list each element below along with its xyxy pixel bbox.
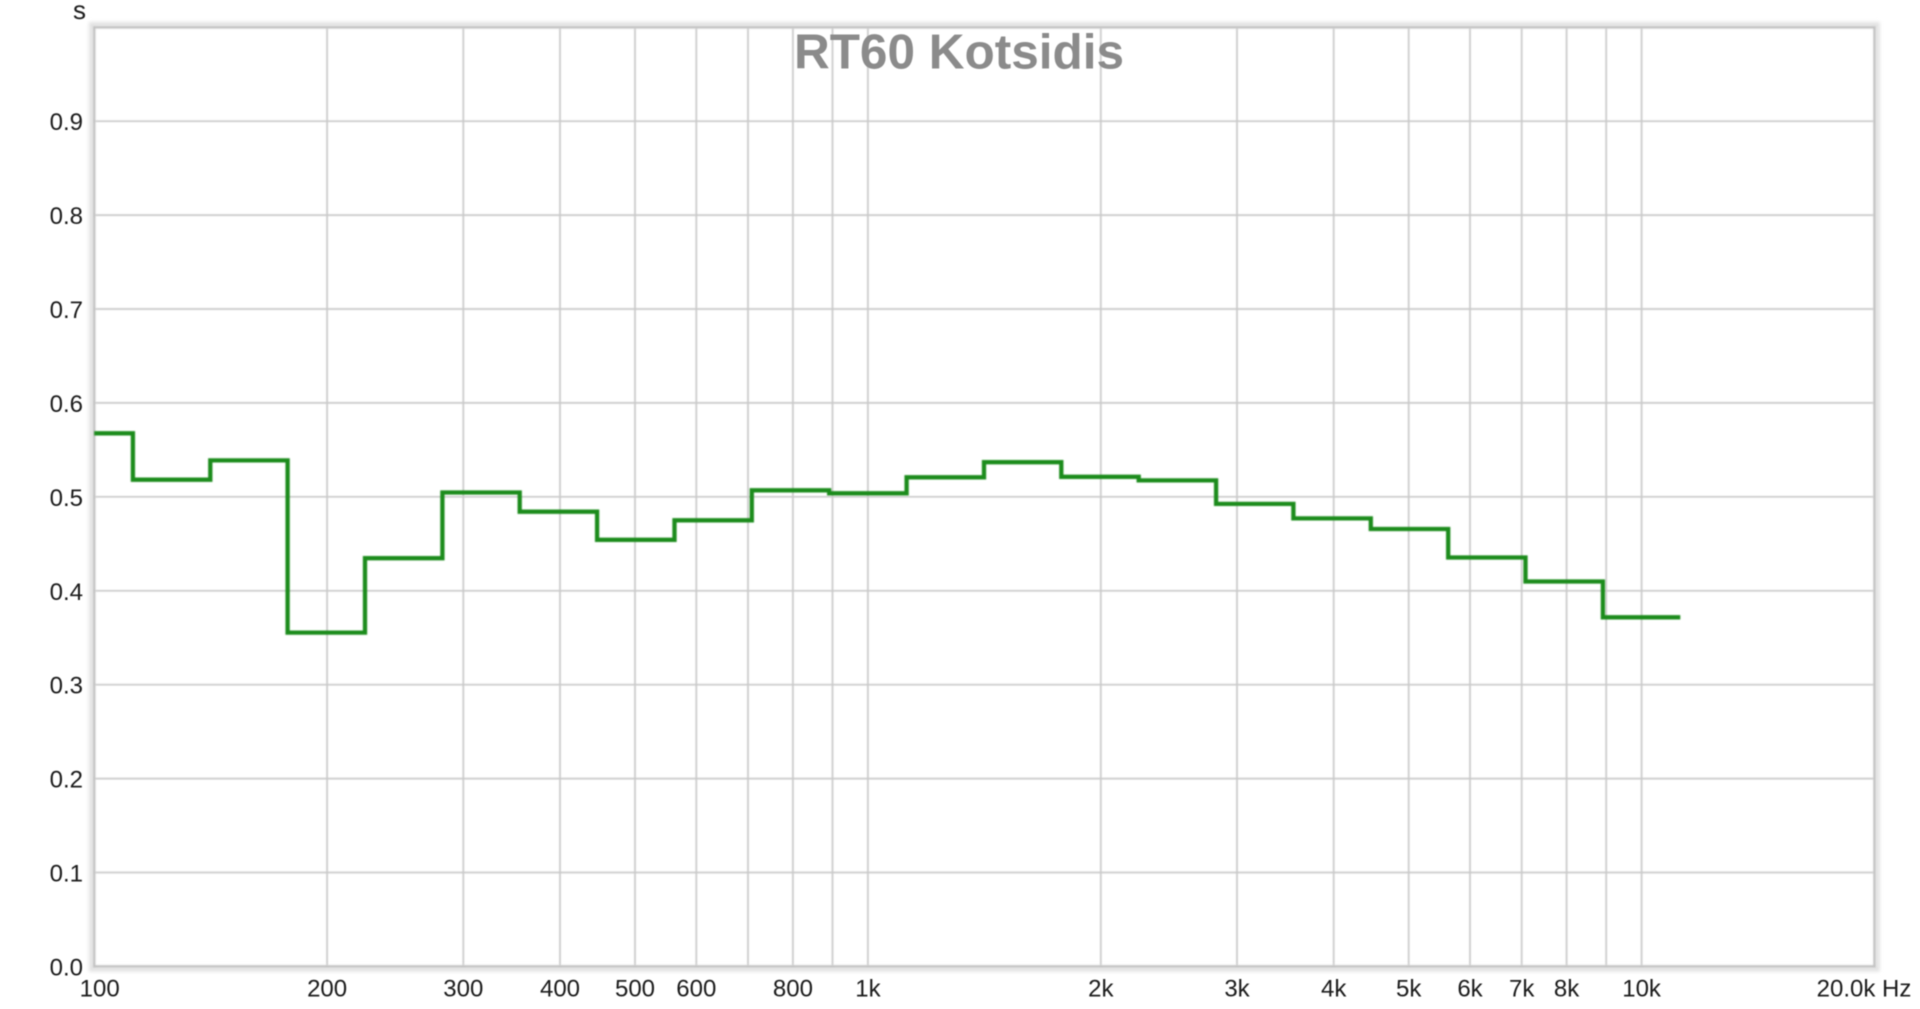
svg-text:7k: 7k [1509, 976, 1535, 1003]
svg-text:RT60 Kotsidis: RT60 Kotsidis [794, 25, 1124, 80]
svg-text:0.7: 0.7 [50, 297, 83, 324]
svg-text:3k: 3k [1224, 976, 1250, 1003]
svg-text:0.6: 0.6 [50, 391, 83, 418]
svg-text:400: 400 [540, 976, 580, 1003]
svg-text:0.2: 0.2 [50, 767, 83, 794]
svg-text:800: 800 [773, 976, 813, 1003]
svg-text:s: s [73, 0, 86, 25]
svg-text:100: 100 [80, 976, 120, 1003]
svg-text:600: 600 [676, 976, 716, 1003]
svg-text:0.8: 0.8 [50, 203, 83, 230]
svg-text:0.4: 0.4 [50, 579, 83, 606]
svg-text:300: 300 [443, 976, 483, 1003]
svg-text:2k: 2k [1088, 976, 1114, 1003]
svg-text:0.9: 0.9 [50, 109, 83, 136]
svg-text:0.0: 0.0 [50, 954, 83, 981]
svg-text:4k: 4k [1321, 976, 1347, 1003]
svg-text:0.5: 0.5 [50, 485, 83, 512]
svg-text:0.3: 0.3 [50, 673, 83, 700]
svg-text:1k: 1k [855, 976, 881, 1003]
svg-text:200: 200 [307, 976, 347, 1003]
svg-text:0.1: 0.1 [50, 861, 83, 888]
svg-text:5k: 5k [1396, 976, 1422, 1003]
svg-text:6k: 6k [1457, 976, 1483, 1003]
svg-text:8k: 8k [1554, 976, 1580, 1003]
svg-text:20.0k Hz: 20.0k Hz [1817, 976, 1912, 1003]
svg-text:500: 500 [615, 976, 655, 1003]
svg-text:10k: 10k [1622, 976, 1662, 1003]
